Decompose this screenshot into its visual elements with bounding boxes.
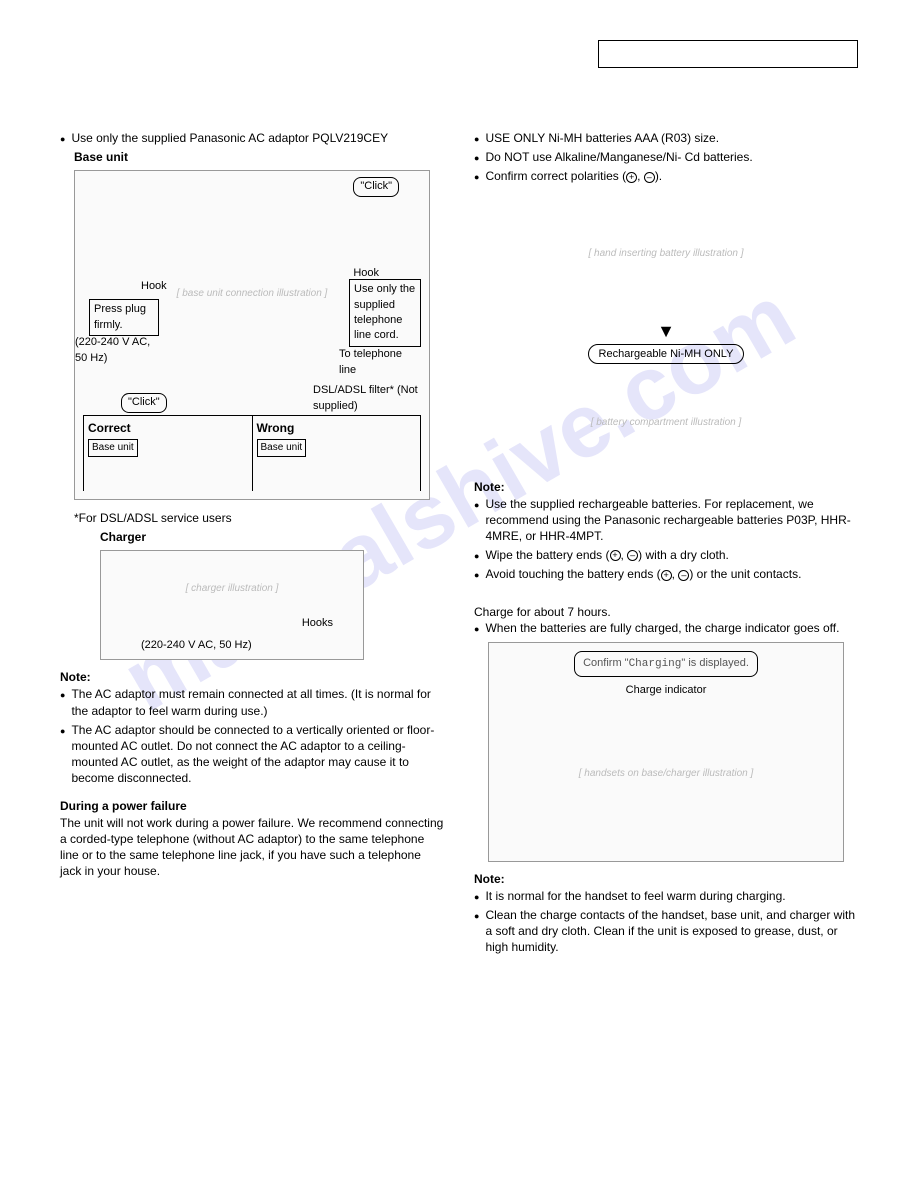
note-text: It is normal for the handset to feel war… — [485, 888, 785, 904]
left-column: ● Use only the supplied Panasonic AC ada… — [60, 130, 444, 959]
bullet-item: ● Use only the supplied Panasonic AC ada… — [60, 130, 444, 146]
bullet-text: Use only the supplied Panasonic AC adapt… — [71, 130, 388, 146]
bullet-item: ● Clean the charge contacts of the hands… — [474, 907, 858, 956]
bullet-icon: ● — [60, 689, 65, 701]
battery-insert-diagram: [ hand inserting battery illustration ] — [488, 191, 844, 311]
bullet-text: USE ONLY Ni-MH batteries AAA (R03) size. — [485, 130, 719, 146]
text-fragment: Confirm correct polarities ( — [485, 169, 626, 183]
charger-label: Charger — [100, 530, 444, 544]
nimh-callout: Rechargeable Ni-MH ONLY — [588, 344, 745, 364]
text-fragment: Confirm " — [583, 657, 628, 669]
note-text: The AC adaptor should be connected to a … — [71, 722, 444, 787]
dsl-footnote: *For DSL/ADSL service users — [74, 510, 444, 526]
bullet-item: ● When the batteries are fully charged, … — [474, 620, 858, 636]
plus-icon: + — [610, 550, 621, 561]
bullet-item: ● Use the supplied rechargeable batterie… — [474, 496, 858, 545]
note-text: Avoid touching the battery ends (+, –) o… — [485, 566, 801, 582]
minus-icon: – — [627, 550, 638, 561]
charging-word: Charging — [629, 658, 682, 670]
bullet-icon: ● — [474, 152, 479, 164]
charger-diagram: [ charger illustration ] Hooks (220-240 … — [100, 550, 364, 660]
bullet-icon: ● — [60, 133, 65, 145]
down-arrow-icon: ▼ — [474, 321, 858, 342]
bullet-icon: ● — [474, 891, 479, 903]
base-unit-diagram: "Click" Hook Hook Press plug firmly. (22… — [74, 170, 430, 500]
press-plug-label: Press plug firmly. — [89, 299, 159, 336]
text-fragment: ) or the unit contacts. — [689, 567, 801, 581]
bullet-text: When the batteries are fully charged, th… — [485, 620, 839, 636]
hook-label-2: Hook — [141, 279, 167, 294]
power-failure-heading: During a power failure — [60, 799, 444, 813]
text-fragment: Avoid touching the battery ends ( — [485, 567, 660, 581]
battery-compartment-diagram: [ battery compartment illustration ] — [488, 370, 844, 470]
hand-battery-illustration: [ hand inserting battery illustration ] — [496, 199, 836, 309]
note-text: Clean the charge contacts of the handset… — [485, 907, 858, 956]
confirm-row: Confirm "Charging" is displayed. — [497, 651, 835, 677]
dsl-filter-label: DSL/ADSL filter* (Not supplied) — [313, 383, 423, 414]
base-unit-label: Base unit — [74, 150, 444, 164]
to-line-label: To telephone line — [339, 347, 419, 378]
wrong-illustration — [257, 457, 417, 487]
wrong-cell: Wrong Base unit — [253, 416, 422, 491]
bullet-text: Do NOT use Alkaline/Manganese/Ni- Cd bat… — [485, 149, 752, 165]
text-fragment: ) with a dry cloth. — [638, 548, 729, 562]
charging-diagram: Confirm "Charging" is displayed. Charge … — [488, 642, 844, 862]
click-label: "Click" — [353, 177, 399, 196]
bullet-item: ● Avoid touching the battery ends (+, –)… — [474, 566, 858, 582]
bullet-icon: ● — [474, 171, 479, 183]
base-unit-small: Base unit — [88, 439, 138, 457]
bullet-icon: ● — [60, 725, 65, 737]
charge-indicator-label: Charge indicator — [497, 683, 835, 698]
wrong-title: Wrong — [257, 420, 417, 437]
click-label-2: "Click" — [121, 393, 167, 412]
bullet-item: ● Do NOT use Alkaline/Manganese/Ni- Cd b… — [474, 149, 858, 165]
bullet-item: ● It is normal for the handset to feel w… — [474, 888, 858, 904]
correct-illustration — [88, 457, 248, 487]
bullet-item: ● The AC adaptor should be connected to … — [60, 722, 444, 787]
power-failure-text: The unit will not work during a power fa… — [60, 815, 444, 880]
voltage-label: (220-240 V AC, 50 Hz) — [75, 335, 165, 366]
note-heading: Note: — [474, 872, 858, 886]
note-text: Wipe the battery ends (+, –) with a dry … — [485, 547, 728, 563]
charger-illustration: [ charger illustration ] — [109, 559, 355, 619]
base-unit-small-2: Base unit — [257, 439, 307, 457]
hooks-label: Hooks — [302, 616, 333, 631]
note-heading: Note: — [474, 480, 858, 494]
handset-charging-illustration: [ handsets on base/charger illustration … — [497, 699, 835, 849]
right-column: ● USE ONLY Ni-MH batteries AAA (R03) siz… — [474, 130, 858, 959]
correct-cell: Correct Base unit — [83, 416, 253, 491]
bullet-icon: ● — [474, 623, 479, 635]
note-text: The AC adaptor must remain connected at … — [71, 686, 444, 718]
correct-wrong-row: Correct Base unit Wrong Base unit — [83, 415, 421, 491]
cord-box-label: Use only the supplied telephone line cor… — [349, 279, 421, 347]
bullet-icon: ● — [474, 550, 479, 562]
text-fragment: Wipe the battery ends ( — [485, 548, 609, 562]
bullet-icon: ● — [474, 910, 479, 922]
bullet-item: ● Confirm correct polarities (+, –). — [474, 168, 858, 184]
compartment-illustration: [ battery compartment illustration ] — [496, 378, 836, 468]
minus-icon: – — [678, 570, 689, 581]
bullet-icon: ● — [474, 133, 479, 145]
charger-voltage: (220-240 V AC, 50 Hz) — [141, 638, 252, 653]
plus-icon: + — [626, 172, 637, 183]
plus-icon: + — [661, 570, 672, 581]
bullet-icon: ● — [474, 569, 479, 581]
correct-title: Correct — [88, 420, 248, 437]
text-fragment: " is displayed. — [681, 657, 749, 669]
note-heading: Note: — [60, 670, 444, 684]
charge-intro: Charge for about 7 hours. — [474, 604, 858, 620]
bullet-icon: ● — [474, 499, 479, 511]
bullet-item: ● Wipe the battery ends (+, –) with a dr… — [474, 547, 858, 563]
header-box — [598, 40, 858, 68]
note-text: Use the supplied rechargeable batteries.… — [485, 496, 858, 545]
text-fragment: ). — [655, 169, 662, 183]
callout-wrapper: Rechargeable Ni-MH ONLY — [474, 344, 858, 364]
bullet-item: ● The AC adaptor must remain connected a… — [60, 686, 444, 718]
bullet-text: Confirm correct polarities (+, –). — [485, 168, 662, 184]
minus-icon: – — [644, 172, 655, 183]
bullet-item: ● USE ONLY Ni-MH batteries AAA (R03) siz… — [474, 130, 858, 146]
confirm-callout: Confirm "Charging" is displayed. — [574, 651, 758, 677]
